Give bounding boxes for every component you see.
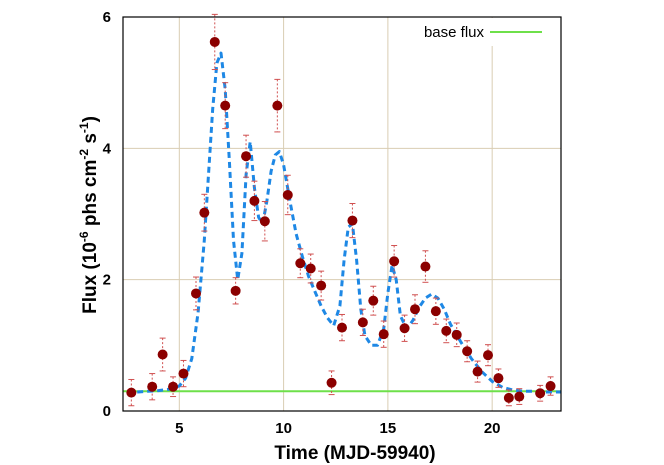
legend: base flux: [398, 18, 550, 46]
y-axis-title-exp3: -1: [77, 122, 91, 133]
data-point-31: [462, 346, 473, 357]
data-point-9: [230, 285, 241, 296]
y-axis-title-exp2: -2: [77, 149, 91, 160]
data-point-34: [493, 373, 504, 384]
data-point-33: [483, 350, 493, 361]
data-point-0: [126, 387, 137, 398]
data-point-17: [316, 280, 327, 291]
data-point-11: [249, 195, 260, 206]
data-point-3: [168, 381, 179, 392]
data-point-15: [295, 258, 306, 269]
y-tick-label-2: 2: [103, 272, 111, 289]
data-point-5: [191, 288, 201, 299]
model-curve-layer: [127, 51, 561, 395]
x-tick-label-15: 15: [380, 420, 397, 437]
data-point-30: [451, 329, 462, 340]
model-curve-line: [127, 51, 561, 395]
data-point-24: [389, 256, 400, 267]
x-tick-label-20: 20: [484, 420, 501, 437]
data-point-16: [305, 263, 316, 274]
data-point-25: [399, 323, 410, 334]
data-point-18: [326, 377, 337, 388]
data-point-28: [430, 306, 441, 317]
data-point-13: [272, 100, 283, 111]
data-point-27: [420, 261, 431, 272]
data-point-14: [282, 189, 293, 200]
data-point-37: [535, 388, 546, 399]
data-point-2: [157, 349, 168, 360]
data-point-26: [410, 304, 420, 315]
x-tick-label-5: 5: [175, 420, 183, 437]
data-point-22: [368, 295, 379, 306]
data-point-38: [545, 381, 556, 392]
data-point-8: [220, 100, 231, 111]
data-point-10: [241, 151, 252, 162]
data-point-36: [514, 391, 525, 402]
x-axis-title: Time (MJD-59940): [274, 443, 435, 464]
y-tick-label-6: 6: [103, 9, 111, 26]
data-point-7: [209, 36, 220, 47]
y-axis-title-exp1: -6: [77, 231, 91, 242]
y-tick-label-0: 0: [103, 403, 111, 420]
y-axis-title-suffix: ): [80, 116, 101, 122]
data-point-6: [199, 207, 210, 218]
data-point-29: [441, 325, 452, 336]
y-axis-title-prefix: Flux (10: [80, 242, 101, 314]
y-axis-title-mid2: s: [80, 133, 101, 149]
x-tick-label-10: 10: [275, 420, 292, 437]
legend-label-base-flux: base flux: [424, 24, 485, 41]
data-point-21: [357, 317, 368, 328]
data-point-4: [178, 368, 189, 379]
data-point-19: [337, 322, 347, 333]
data-points-layer: [126, 13, 556, 407]
y-axis-title-mid: phs cm: [80, 160, 101, 232]
y-axis-title: Flux (10-6 phs cm-2 s-1): [77, 116, 101, 314]
data-point-23: [378, 329, 389, 340]
y-tick-label-4: 4: [103, 140, 112, 157]
data-point-20: [347, 215, 358, 226]
plot-frame: [122, 16, 562, 412]
data-point-1: [147, 381, 158, 392]
data-point-12: [259, 216, 270, 227]
data-point-35: [503, 392, 514, 403]
axis-ticks: 5 10 15 20 0 2 4 6: [103, 9, 501, 437]
data-point-32: [472, 366, 483, 377]
